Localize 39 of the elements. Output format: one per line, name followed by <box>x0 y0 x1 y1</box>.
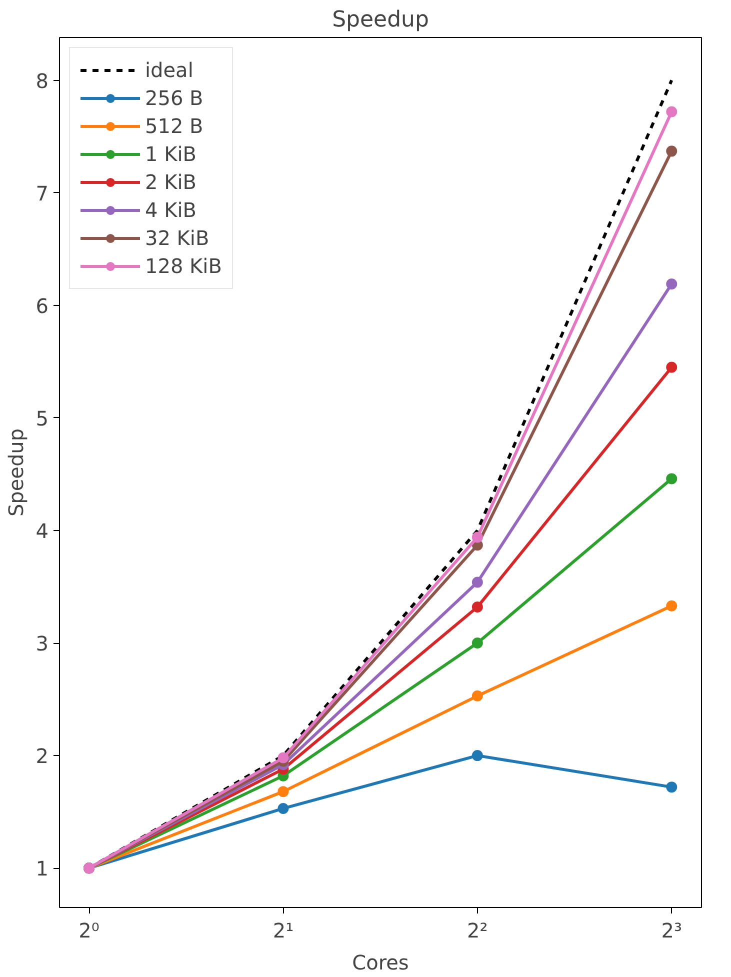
point <box>472 576 483 588</box>
point <box>666 782 678 793</box>
x-axis-title: Cores <box>352 950 409 974</box>
y-tick-label: 7 <box>36 181 49 206</box>
point <box>472 690 483 702</box>
point <box>666 278 678 290</box>
point <box>472 638 483 648</box>
y-tick-label: 4 <box>36 518 49 543</box>
legend-label: 4 KiB <box>145 198 196 222</box>
point <box>666 146 678 157</box>
x-tick-label: 2³ <box>661 918 682 942</box>
legend-label: 128 KiB <box>145 254 222 278</box>
point <box>666 600 678 612</box>
point <box>472 532 483 543</box>
point <box>472 750 483 762</box>
legend-label: 256 B <box>145 86 204 110</box>
x-tick-label: 2² <box>467 918 488 942</box>
point <box>472 602 483 612</box>
x-tick-label: 2¹ <box>272 918 294 942</box>
point <box>666 106 678 118</box>
y-axis-title: Speedup <box>4 428 28 517</box>
x-tick-label: 2⁰ <box>78 918 100 942</box>
point <box>278 752 289 764</box>
legend-label: 2 KiB <box>145 170 196 194</box>
y-tick-label: 5 <box>36 406 49 430</box>
legend-label: ideal <box>145 58 194 82</box>
point <box>278 802 289 814</box>
legend-label: 32 KiB <box>145 226 210 250</box>
legend-label: 1 KiB <box>145 142 196 166</box>
y-tick-label: 2 <box>36 744 49 768</box>
point <box>666 362 678 373</box>
point <box>666 473 678 484</box>
chart-title: Speedup <box>332 8 429 32</box>
y-tick-label: 6 <box>36 294 49 318</box>
point <box>278 786 289 798</box>
y-tick-label: 1 <box>36 856 49 881</box>
legend-label: 512 B <box>145 114 204 138</box>
y-tick-label: 8 <box>36 68 49 93</box>
y-tick-label: 3 <box>36 632 49 656</box>
